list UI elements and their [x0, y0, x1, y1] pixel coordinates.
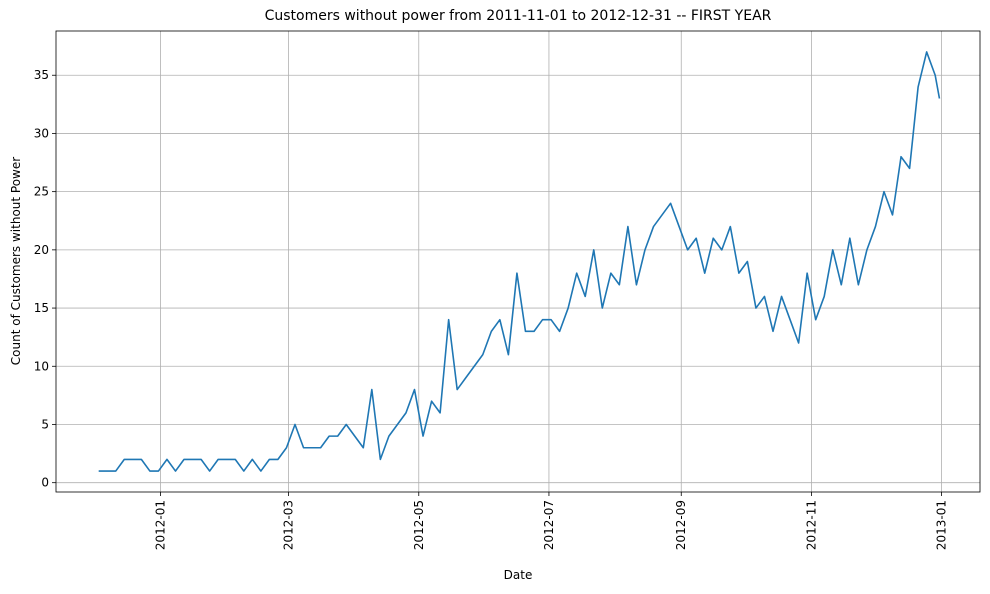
x-tick-label: 2012-01	[154, 500, 168, 550]
plot-frame	[55, 30, 981, 493]
chart-title: Customers without power from 2011-11-01 …	[265, 8, 772, 24]
y-tick-label: 20	[34, 243, 49, 257]
x-tick-label: 2012-03	[282, 500, 296, 550]
y-axis-label: Count of Customers without Power	[9, 157, 23, 365]
y-tick-label: 0	[41, 476, 49, 490]
x-tick-label: 2012-09	[674, 500, 688, 550]
y-tick-label: 35	[34, 68, 49, 82]
x-tick-label: 2012-07	[542, 500, 556, 550]
x-tick-label: 2013-01	[935, 500, 949, 550]
y-tick-label: 25	[34, 185, 49, 199]
y-tick-label: 10	[34, 359, 49, 373]
x-tick-label: 2012-05	[412, 500, 426, 550]
x-axis-label: Date	[504, 568, 533, 582]
y-tick-label: 5	[41, 417, 49, 431]
y-tick-label: 30	[34, 126, 49, 140]
y-tick-label: 15	[34, 301, 49, 315]
x-tick-label: 2012-11	[804, 500, 818, 550]
data-line	[98, 51, 941, 472]
